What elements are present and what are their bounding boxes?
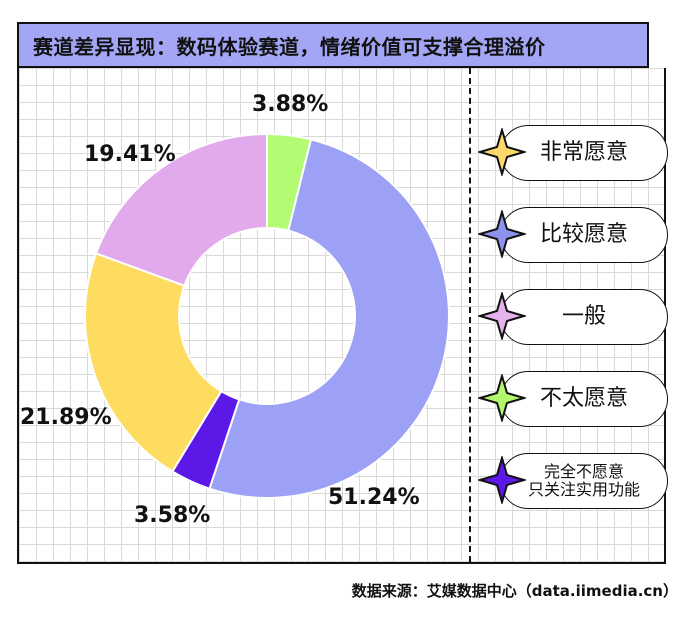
chart-title: 赛道差异显现：数码体验赛道，情绪价值可支撑合理溢价	[17, 22, 649, 68]
slice-label-fairly-willing: 3.58%	[134, 503, 211, 528]
slice-not-very-willing	[94, 132, 268, 288]
star-icon	[478, 292, 526, 340]
slice-neutral	[84, 252, 223, 473]
legend-label-fairly-willing: 比较愿意	[500, 207, 668, 263]
slice-label-not-very-willing: 19.41%	[84, 142, 176, 167]
legend-label-very-willing: 非常愿意	[500, 125, 668, 181]
slice-label-very-willing: 51.24%	[328, 485, 420, 510]
star-icon	[478, 456, 526, 504]
source-note: 数据来源：艾媒数据中心（data.iimedia.cn）	[351, 582, 678, 600]
slice-very-willing	[208, 138, 450, 499]
panel-divider	[469, 68, 471, 562]
star-icon	[478, 128, 526, 176]
slice-not-willing	[266, 132, 313, 232]
star-icon	[478, 374, 526, 422]
legend-label-not-willing: 完全不愿意 只关注实用功能	[500, 453, 668, 509]
legend-label-line2: 只关注实用功能	[527, 480, 640, 499]
slice-label-neutral: 21.89%	[20, 405, 112, 430]
star-icon	[478, 210, 526, 258]
legend-label-not-very-willing: 不太愿意	[500, 371, 668, 427]
slice-label-not-willing: 3.88%	[252, 92, 329, 117]
legend-label-line1: 完全不愿意	[543, 462, 624, 482]
